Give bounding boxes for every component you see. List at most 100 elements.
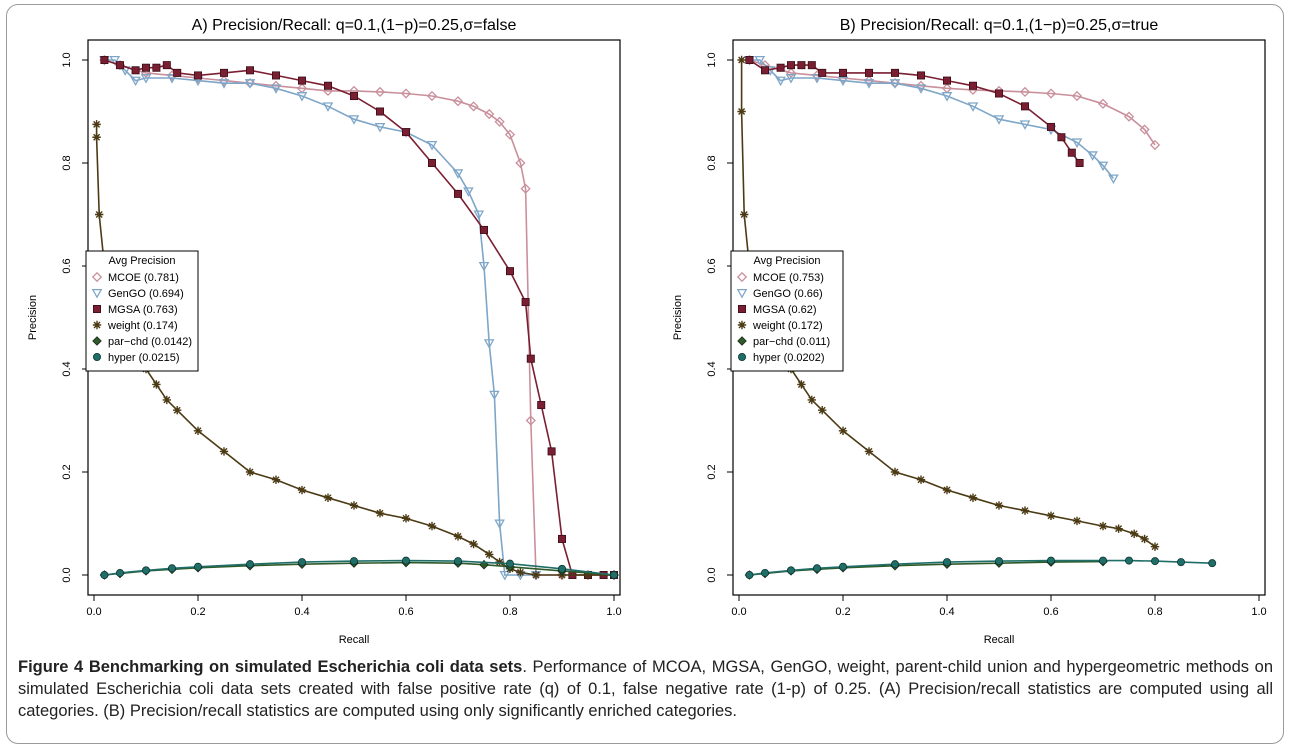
data-point	[297, 485, 307, 495]
data-point	[116, 568, 125, 577]
legend-entry: par−chd (0.011)	[753, 336, 830, 348]
data-point	[526, 354, 535, 363]
data-point	[818, 68, 827, 77]
data-point	[1047, 122, 1056, 131]
data-point	[1139, 124, 1150, 135]
y-axis-label: Precision	[27, 295, 39, 340]
data-point	[1149, 139, 1161, 151]
data-point	[916, 475, 926, 484]
x-tick-label: 0.0	[731, 606, 746, 618]
y-tick-label: 0.4	[61, 361, 73, 376]
data-point	[1130, 529, 1139, 538]
data-point	[494, 519, 505, 530]
legend-marker	[738, 304, 747, 313]
figure-border	[6, 4, 1284, 744]
data-point	[1075, 158, 1084, 167]
y-tick-label: 0.4	[706, 361, 718, 376]
data-point	[787, 61, 796, 70]
data-point	[807, 61, 816, 70]
data-point	[375, 107, 384, 116]
y-tick-label: 0.2	[61, 464, 73, 479]
data-point	[479, 225, 488, 234]
data-point	[100, 571, 109, 580]
x-axis-label: Recall	[339, 634, 370, 646]
data-point	[485, 550, 494, 559]
data-point	[787, 566, 796, 575]
data-point	[968, 493, 978, 502]
data-point	[244, 79, 256, 89]
data-point	[453, 189, 462, 198]
data-point	[754, 55, 766, 66]
data-point	[1071, 138, 1083, 148]
data-point	[969, 81, 978, 90]
data-point	[173, 406, 182, 415]
caption-title: Figure 4 Benchmarking on simulated Esche…	[18, 658, 523, 676]
data-point	[1150, 542, 1160, 551]
data-point	[1047, 556, 1056, 565]
data-point	[1057, 133, 1066, 142]
data-point	[116, 61, 125, 70]
data-point	[322, 102, 334, 112]
data-point	[1046, 511, 1056, 520]
data-point	[92, 120, 101, 129]
data-point	[152, 380, 161, 389]
data-point	[1177, 558, 1186, 567]
x-tick-label: 0.8	[1147, 606, 1162, 618]
x-tick-label: 0.2	[835, 606, 850, 618]
data-point	[776, 63, 785, 72]
data-point	[797, 61, 806, 70]
data-point	[838, 426, 848, 435]
y-tick-label: 0.6	[706, 258, 718, 273]
data-point	[270, 84, 282, 94]
legend-entry: hyper (0.0215)	[108, 352, 180, 364]
data-point	[818, 406, 827, 415]
legend-entry: weight (0.174)	[107, 320, 178, 332]
y-tick-label: 0.2	[706, 464, 718, 479]
legend-marker	[737, 320, 747, 330]
panel-b: B) Precision/Recall: q=0.1,(1−p)=0.25,σ=…	[672, 17, 1267, 646]
data-point	[323, 493, 333, 502]
data-point	[167, 564, 176, 573]
series-line	[749, 59, 1156, 146]
data-point	[1098, 521, 1108, 531]
legend-marker	[91, 288, 103, 299]
legend-marker	[736, 271, 748, 283]
chart-title: A) Precision/Recall: q=0.1,(1−p)=0.25,σ=…	[192, 17, 517, 34]
legend: Avg Precision MCOE (0.753) GenGO (0.66) MGS…	[730, 250, 844, 372]
y-tick-label: 0.0	[706, 567, 718, 582]
data-point	[219, 68, 228, 77]
legend-marker	[93, 352, 102, 361]
legend-marker	[93, 304, 102, 313]
data-point	[1019, 86, 1031, 98]
legend-entry: MCOE (0.753)	[753, 272, 824, 284]
data-point	[525, 415, 536, 426]
series-line	[748, 59, 1081, 164]
x-tick-label: 1.0	[1251, 606, 1266, 618]
data-point	[473, 210, 485, 221]
data-point	[323, 81, 332, 90]
legend-entry: weight (0.172)	[752, 320, 823, 332]
data-point	[1108, 174, 1119, 184]
legend: Avg Precision MCOE (0.781) GenGO (0.694) MG…	[85, 250, 199, 372]
data-point	[348, 115, 360, 125]
data-point	[1071, 90, 1083, 102]
data-point	[995, 89, 1004, 98]
data-point	[401, 128, 410, 137]
data-point	[166, 74, 178, 84]
caption-body: . Performance of MCOA, MGSA, GenGO, weig…	[18, 658, 1273, 720]
data-point	[1045, 88, 1057, 99]
data-point	[995, 557, 1004, 566]
data-point	[505, 559, 514, 568]
data-point	[1123, 111, 1135, 122]
x-tick-label: 0.6	[1043, 606, 1058, 618]
data-point	[469, 539, 478, 549]
data-point	[1099, 556, 1108, 565]
x-tick-label: 0.4	[294, 606, 309, 618]
y-tick-label: 0.6	[61, 258, 73, 273]
legend-entry: GenGO (0.66)	[753, 288, 823, 300]
legend-title: Avg Precision	[108, 255, 175, 267]
data-point	[737, 55, 746, 65]
data-point	[401, 514, 411, 523]
data-point	[92, 133, 101, 142]
